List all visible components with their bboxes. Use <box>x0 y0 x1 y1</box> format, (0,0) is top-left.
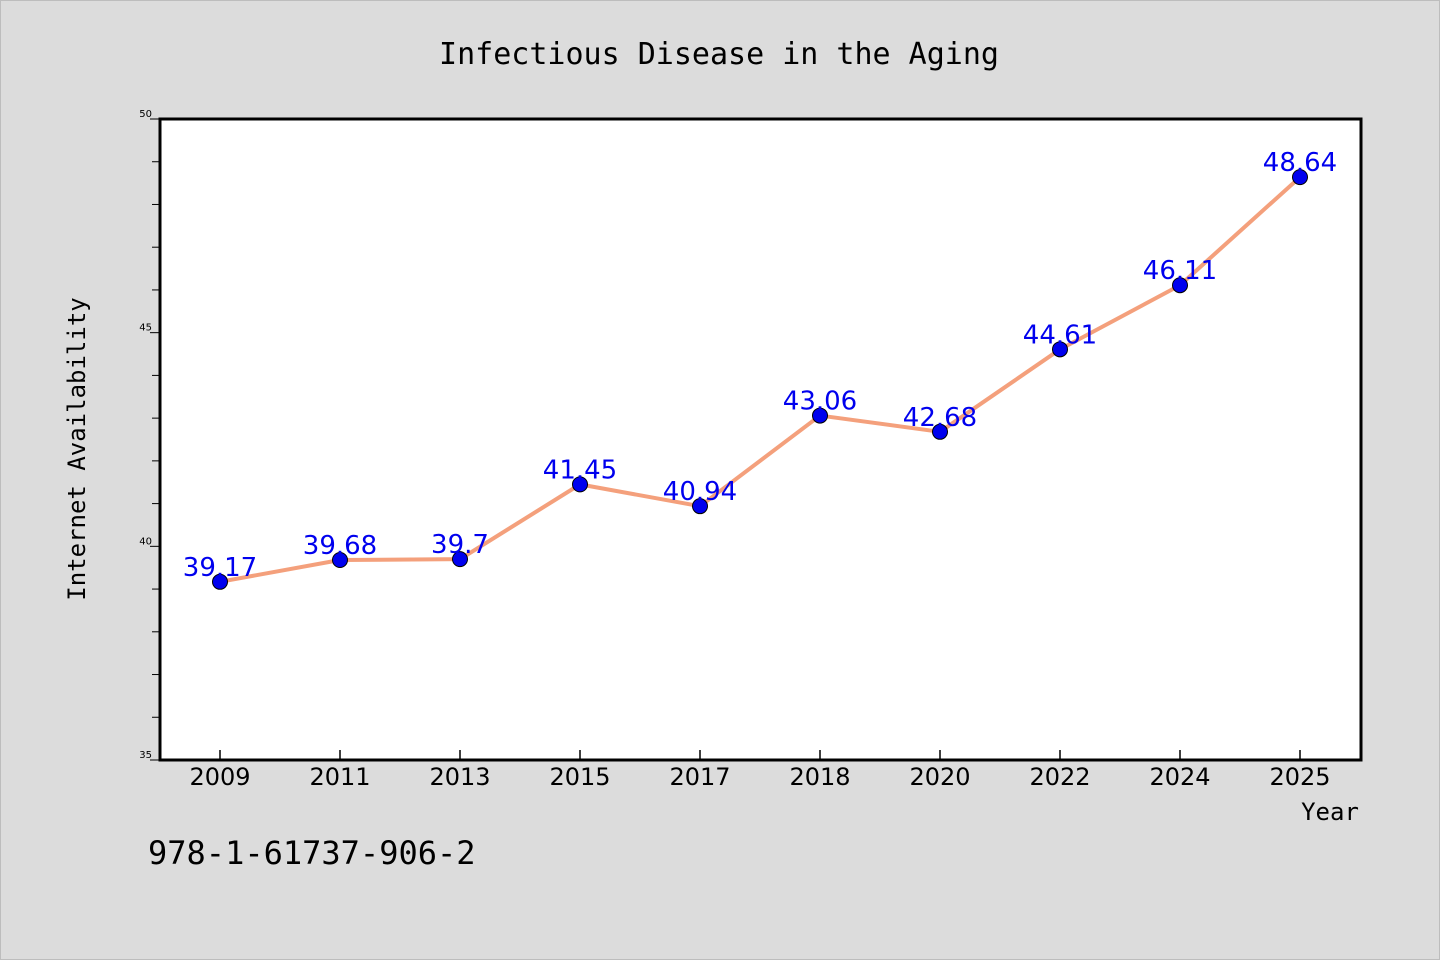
series-line <box>218 175 1302 584</box>
data-point <box>1052 341 1068 358</box>
data-point <box>692 498 708 515</box>
data-point <box>452 551 468 568</box>
data-point <box>812 407 828 424</box>
y-axis: 35 40 45 50 <box>139 109 160 761</box>
data-point <box>332 552 348 569</box>
data-label: 41.45 <box>543 455 617 485</box>
chart-title: Infectious Disease in the Aging <box>439 37 999 72</box>
y-tick-label: 50 <box>139 109 152 120</box>
x-tick-label: 2025 <box>1269 763 1330 791</box>
x-tick-label: 2017 <box>669 763 730 791</box>
data-point <box>572 476 588 493</box>
data-label: 39.7 <box>431 530 489 560</box>
x-tick-label: 2015 <box>549 763 610 791</box>
x-tick-label: 2011 <box>309 763 370 791</box>
y-tick-label: 35 <box>139 750 152 761</box>
x-tick-label: 2024 <box>1149 763 1210 791</box>
data-label: 48.64 <box>1263 148 1337 178</box>
series-group: 39.17 39.68 39.7 41.45 40.94 43.06 42.68 44.61 4… <box>183 148 1337 590</box>
footnote-isbn: 978-1-61737-906-2 <box>148 834 476 872</box>
x-axis: 2009 2011 2013 2015 2017 2018 2020 2022 2024 2025 <box>189 750 1331 791</box>
data-label: 42.68 <box>903 403 977 433</box>
y-axis-label: Internet Availability <box>63 297 91 600</box>
x-axis-label: Year <box>1301 798 1359 826</box>
data-label: 39.17 <box>183 553 257 583</box>
data-label: 40.94 <box>663 477 737 507</box>
data-label: 46.11 <box>1143 256 1217 286</box>
data-label: 43.06 <box>783 387 857 417</box>
y-tick-label: 40 <box>139 536 152 547</box>
x-tick-label: 2009 <box>189 763 250 791</box>
data-point <box>212 573 228 590</box>
data-label: 39.68 <box>303 531 377 561</box>
x-tick-label: 2018 <box>789 763 850 791</box>
x-tick-label: 2013 <box>429 763 490 791</box>
data-point <box>1292 169 1308 186</box>
data-point <box>932 423 948 440</box>
x-tick-label: 2022 <box>1029 763 1090 791</box>
data-point <box>1172 277 1188 294</box>
data-label: 44.61 <box>1023 320 1097 350</box>
plot-area <box>158 117 1363 762</box>
y-tick-label: 45 <box>139 323 152 334</box>
x-tick-label: 2020 <box>909 763 970 791</box>
